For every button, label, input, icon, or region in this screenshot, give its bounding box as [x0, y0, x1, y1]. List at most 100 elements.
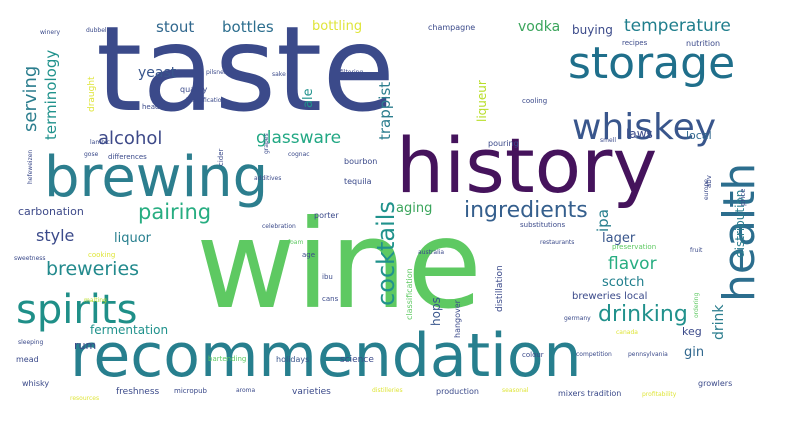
- word-age: age: [302, 251, 316, 259]
- word-celebration: celebration: [262, 223, 296, 230]
- word-bartending: bartending: [208, 355, 247, 363]
- word-preservation: preservation: [612, 243, 657, 251]
- word-pouring: pouring: [488, 139, 519, 148]
- word-champagne: champagne: [428, 23, 476, 32]
- word-germany: germany: [564, 315, 591, 322]
- word-fruit: fruit: [690, 247, 703, 254]
- word-aging: aging: [396, 201, 433, 216]
- word-identification: identification: [186, 97, 226, 104]
- word-pairing: pairing: [138, 200, 212, 224]
- word-ordering: ordering: [693, 292, 700, 318]
- word-winery: winery: [40, 29, 61, 36]
- word-competition: competition: [576, 351, 612, 358]
- word-laws: laws: [626, 127, 653, 141]
- word-whisky: whisky: [22, 379, 50, 388]
- word-serving: serving: [20, 65, 41, 132]
- word-science: science: [340, 355, 374, 365]
- word-sake: sake: [272, 71, 286, 78]
- word-fermentation: fermentation: [90, 323, 169, 337]
- word-yeast: yeast: [138, 65, 177, 81]
- word-grapes: grapes: [263, 133, 270, 154]
- word-buying: buying: [572, 23, 613, 37]
- word-mead: mead: [16, 355, 39, 364]
- word-seasonal: seasonal: [502, 387, 529, 394]
- word-drink: drink: [711, 304, 727, 340]
- word-varieties: varieties: [292, 387, 331, 397]
- word-freshness: freshness: [116, 387, 160, 397]
- word-canada: canada: [616, 329, 638, 336]
- word-recommendation: recommendation: [70, 321, 582, 391]
- word-bourbon: bourbon: [344, 157, 378, 166]
- word-substitutions: substitutions: [520, 221, 566, 229]
- word-bottles: bottles: [222, 18, 274, 36]
- word-vodka: vodka: [518, 19, 561, 35]
- word-brewing: brewing: [44, 145, 269, 210]
- word-taste: taste: [96, 0, 395, 138]
- word-cans: cans: [322, 295, 339, 303]
- word-distillation: distillation: [495, 265, 505, 312]
- word-breweries-local: breweries local: [572, 291, 648, 302]
- word-cooling: cooling: [522, 97, 548, 105]
- word-drinking: drinking: [598, 302, 688, 327]
- word-local: local: [686, 129, 712, 142]
- word-cognac: cognac: [288, 151, 310, 158]
- word-gin: gin: [684, 345, 705, 360]
- word-trappist: trappist: [376, 81, 394, 140]
- word-head: head: [142, 103, 160, 111]
- word-restaurants: restaurants: [540, 239, 575, 246]
- word-additives: additives: [254, 175, 282, 182]
- word-foam: foam: [288, 239, 304, 246]
- word-cooking: cooking: [88, 251, 116, 259]
- word-mixers-tradition: mixers tradition: [558, 389, 622, 398]
- word-tequila: tequila: [344, 177, 372, 186]
- word-style: style: [36, 226, 75, 245]
- word-holidays: holidays: [276, 355, 310, 364]
- word-production: production: [436, 387, 479, 396]
- word-liqueur: liqueur: [475, 80, 489, 122]
- word-pilsner: pilsner: [206, 69, 227, 76]
- word-quality: quality: [180, 85, 208, 94]
- word-ingredients: ingredients: [464, 198, 588, 223]
- word-lambic: lambic: [90, 139, 110, 146]
- word-classification: classification: [405, 268, 414, 320]
- word-growlers: growlers: [698, 379, 733, 388]
- word-terminology: terminology: [42, 49, 60, 140]
- word-scotch: scotch: [602, 275, 645, 290]
- word-pennsylvania: pennsylvania: [628, 351, 668, 358]
- word-aroma: aroma: [236, 387, 256, 394]
- word-wine: wine: [196, 194, 483, 336]
- word-colour: colour: [522, 351, 544, 359]
- word-smell: smell: [600, 137, 616, 144]
- word-nutrition: nutrition: [686, 39, 721, 48]
- word-dubbel: dubbel: [86, 27, 107, 34]
- word-resources: resources: [70, 395, 100, 402]
- word-hops: hops: [429, 297, 443, 326]
- word-filtering: filtering: [340, 69, 364, 76]
- word-recipes: recipes: [622, 39, 648, 47]
- word-temperature: temperature: [624, 16, 731, 36]
- word-differences: differences: [108, 153, 147, 161]
- word-carbonation: carbonation: [18, 205, 84, 218]
- word-profitability: profitability: [642, 391, 677, 398]
- word-storage: storage: [568, 38, 736, 89]
- word-australia: australia: [418, 249, 445, 256]
- word-ibu: ibu: [322, 273, 333, 281]
- word-micropub: micropub: [174, 387, 207, 395]
- word-keg: keg: [682, 325, 702, 338]
- word-whiskey: whiskey: [572, 107, 717, 148]
- word-cocktails: cocktails: [372, 201, 400, 306]
- word-stout: stout: [156, 18, 195, 36]
- word-liquor: liquor: [114, 231, 152, 246]
- word-spirits: spirits: [16, 287, 138, 333]
- word-flavor: flavor: [608, 254, 657, 274]
- word-distilleries: distilleries: [372, 387, 403, 394]
- word-history: history: [396, 121, 658, 210]
- word-alcohol: alcohol: [98, 128, 163, 149]
- word-cider: cider: [217, 148, 225, 166]
- word-bottling: bottling: [312, 19, 363, 34]
- word-hefeweizen: hefeweizen: [27, 149, 34, 184]
- word-gose: gose: [84, 151, 99, 158]
- word-malting: malting: [84, 297, 107, 304]
- word-europe: europe: [703, 179, 710, 200]
